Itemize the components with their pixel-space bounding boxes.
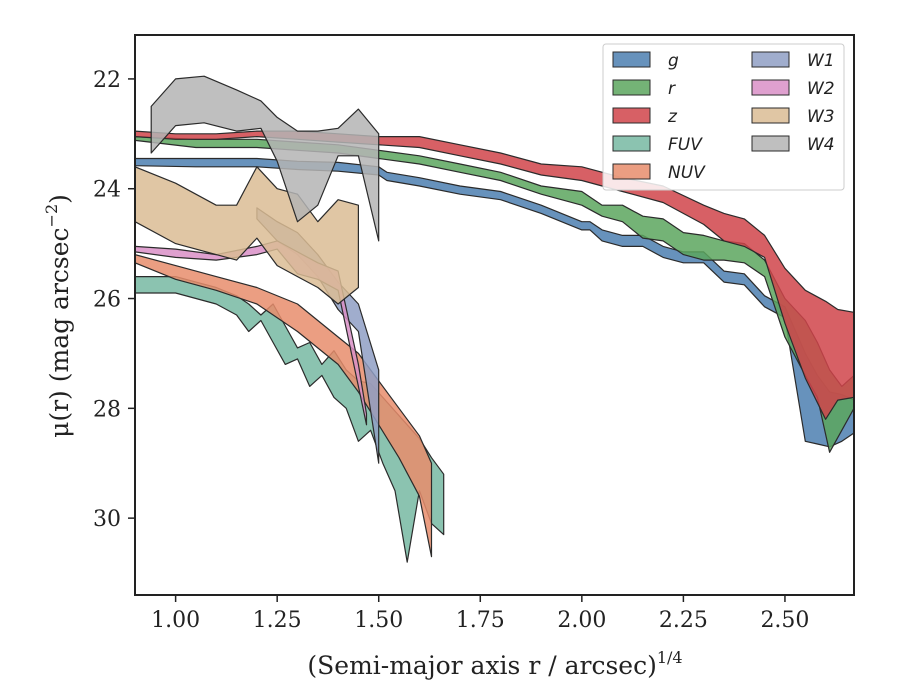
legend-label-w1: W1 (807, 51, 835, 71)
x-tick-label: 2.25 (659, 608, 708, 633)
band-g (135, 157, 854, 448)
x-axis-label: (Semi-major axis r / arcsec)1/4 (307, 648, 682, 680)
y-axis-label-text: μ(r) (mag arcsec (45, 227, 74, 437)
x-tick-label: 2.50 (760, 608, 809, 633)
legend-label-fuv: FUV (668, 135, 703, 155)
legend-swatch-w2 (751, 79, 790, 96)
legend-label-g: g (668, 51, 679, 71)
legend-label-w3: W3 (807, 107, 835, 127)
legend-label-w2: W2 (807, 79, 835, 99)
band-w4 (150, 75, 380, 242)
y-tick-label: 22 (93, 68, 121, 93)
y-axis-label-close: ) (45, 194, 74, 204)
legend-swatch-w4 (751, 135, 790, 152)
legend-swatch-r (612, 79, 651, 96)
y-tick-label: 28 (93, 397, 121, 422)
y-axis-label: μ(r) (mag arcsec−2) (42, 194, 74, 438)
legend-swatch-g (612, 51, 651, 68)
x-tick-label: 1.00 (151, 608, 200, 633)
x-tick-label: 1.25 (253, 608, 302, 633)
x-axis-label-text: (Semi-major axis r / arcsec) (307, 651, 656, 680)
legend-label-z: z (667, 107, 678, 127)
legend-label-r: r (668, 79, 676, 99)
y-tick-label: 26 (93, 288, 121, 313)
band-r (135, 136, 854, 453)
y-tick-label: 24 (93, 178, 121, 203)
legend-label-w4: W4 (807, 135, 835, 155)
x-tick-label: 1.50 (354, 608, 403, 633)
legend-swatch-w3 (751, 107, 790, 124)
y-axis-ticks: 22 24 26 28 30 (93, 68, 135, 532)
band-z (135, 130, 854, 420)
legend-swatch-nuv (612, 163, 651, 180)
plot-frame (134, 34, 855, 596)
legend-swatch-w1 (751, 51, 790, 68)
x-tick-label: 1.75 (456, 608, 505, 633)
x-tick-label: 2.00 (557, 608, 606, 633)
y-axis-label-exponent: −2 (42, 204, 61, 228)
legend-swatch-z (612, 107, 651, 124)
x-axis-label-exponent: 1/4 (657, 648, 683, 667)
legend-swatch-fuv (612, 135, 651, 152)
band-series-group (135, 75, 854, 563)
y-tick-label: 30 (93, 507, 121, 532)
legend-label-nuv: NUV (668, 163, 706, 183)
legend: grz FUV NUV W1 W2 W3 W4 (602, 43, 845, 191)
x-axis-ticks: 1.00 1.25 1.50 1.75 2.00 2.25 2.50 (151, 595, 809, 633)
